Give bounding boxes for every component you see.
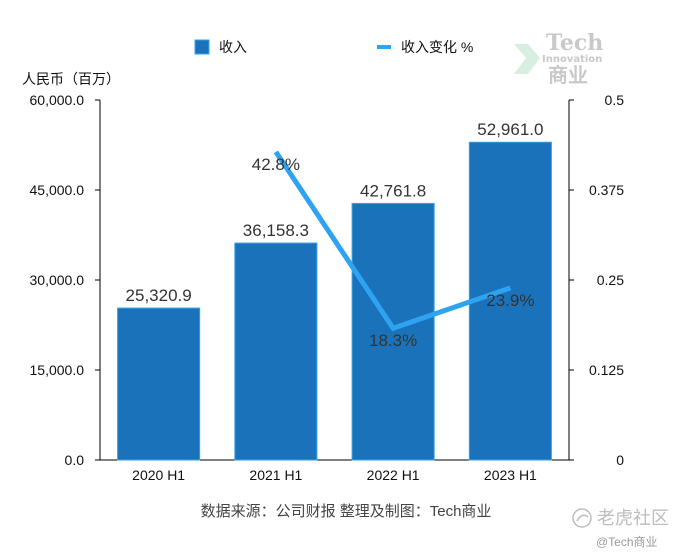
y2-tick-label: 0.125 <box>589 362 624 378</box>
brand-handle: @Tech商业 <box>596 534 658 549</box>
legend: 收入 收入变化 % <box>194 39 473 55</box>
watermark-arrow-icon <box>514 44 540 74</box>
legend-bar-label: 收入 <box>219 39 247 55</box>
source-note: 数据来源：公司财报 整理及制图：Tech商业 <box>201 503 492 520</box>
line-data-label: 23.9% <box>486 291 534 310</box>
y2-tick-label: 0.25 <box>597 272 624 288</box>
y2-tick-label: 0.5 <box>605 92 625 108</box>
y-tick-label: 15,000.0 <box>30 362 85 378</box>
bar <box>234 242 318 461</box>
bar-data-label: 52,961.0 <box>477 120 543 139</box>
legend-line-label: 收入变化 % <box>401 39 473 55</box>
bar-data-label: 36,158.3 <box>243 221 309 240</box>
y2-tick-label: 0.375 <box>589 182 624 198</box>
y-axis-title: 人民币（百万） <box>22 71 120 87</box>
watermark-line3: 商业 <box>548 63 588 87</box>
bar <box>468 141 552 461</box>
bar-data-label: 42,761.8 <box>360 181 426 200</box>
bar <box>351 202 435 461</box>
x-tick-label: 2022 H1 <box>367 467 420 483</box>
watermark-line1: Tech <box>546 30 603 56</box>
bar <box>117 307 201 461</box>
y-tick-label: 0.0 <box>65 452 85 468</box>
y-tick-label: 45,000.0 <box>30 182 85 198</box>
legend-bar-swatch <box>194 39 210 55</box>
bar-data-label: 25,320.9 <box>126 286 192 305</box>
brand-logo-stroke <box>576 514 589 522</box>
tech-watermark: Tech Innovation 商业 <box>514 30 603 87</box>
brand-name: 老虎社区 <box>597 508 669 528</box>
line-data-label: 18.3% <box>369 331 417 350</box>
line-data-label: 42.8% <box>252 155 300 174</box>
y-tick-label: 30,000.0 <box>30 272 85 288</box>
brand-mark: 老虎社区 @Tech商业 <box>572 508 669 549</box>
y2-tick-label: 0 <box>616 452 624 468</box>
brand-logo-icon <box>572 508 592 528</box>
x-tick-label: 2020 H1 <box>132 467 185 483</box>
x-tick-label: 2023 H1 <box>484 467 537 483</box>
x-tick-label: 2021 H1 <box>249 467 302 483</box>
y-tick-label: 60,000.0 <box>30 92 85 108</box>
watermark-line2: Innovation <box>542 54 602 65</box>
